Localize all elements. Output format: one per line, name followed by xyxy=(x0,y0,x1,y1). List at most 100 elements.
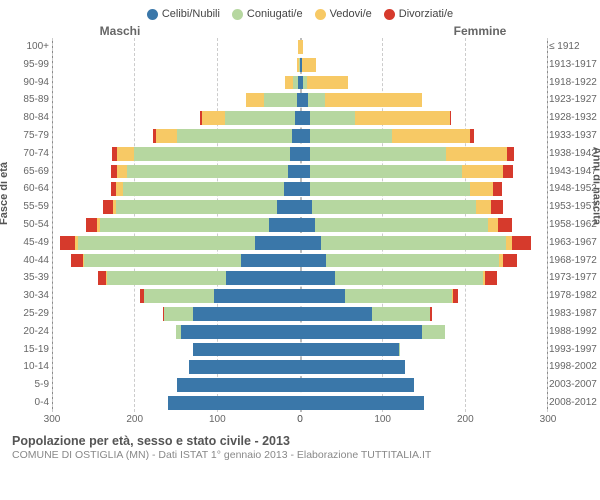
age-label: 55-59 xyxy=(5,198,49,216)
year-label: 1973-1977 xyxy=(549,269,599,287)
bar-segment xyxy=(60,236,75,250)
bar-segment xyxy=(225,111,295,125)
bar-segment xyxy=(422,325,445,339)
age-label: 15-19 xyxy=(5,341,49,359)
male-bar xyxy=(53,56,300,74)
bar-segment xyxy=(476,200,491,214)
bar-segment xyxy=(285,76,293,90)
male-bar xyxy=(53,198,300,216)
bar-segment xyxy=(345,289,452,303)
x-axis: 0100200300 0100200300 xyxy=(52,414,548,428)
bar-segment xyxy=(310,182,471,196)
female-bar xyxy=(300,269,547,287)
bar-segment xyxy=(300,129,310,143)
age-label: 25-29 xyxy=(5,305,49,323)
year-label: 1933-1937 xyxy=(549,127,599,145)
bar-segment xyxy=(284,182,300,196)
bar-segment xyxy=(264,93,297,107)
age-label: 5-9 xyxy=(5,376,49,394)
female-bar xyxy=(300,163,547,181)
age-label: 50-54 xyxy=(5,216,49,234)
bar-segment xyxy=(168,396,300,410)
bar-segment xyxy=(177,378,301,392)
bar-segment xyxy=(193,307,300,321)
bar-segment xyxy=(462,165,503,179)
bar-segment xyxy=(300,343,399,357)
pyramid-row: 15-191993-1997 xyxy=(53,341,547,359)
legend-item-vedovi: Vedovi/e xyxy=(315,8,372,20)
female-bar xyxy=(300,216,547,234)
bar-segment xyxy=(450,111,452,125)
female-bar xyxy=(300,127,547,145)
bar-segment xyxy=(71,254,83,268)
bar-segment xyxy=(300,289,345,303)
bar-segment xyxy=(98,271,106,285)
divorziati-swatch xyxy=(384,9,395,20)
legend-label: Vedovi/e xyxy=(330,8,372,20)
male-bar xyxy=(53,376,300,394)
bar-segment xyxy=(300,165,310,179)
bar-segment xyxy=(470,129,473,143)
male-bar xyxy=(53,252,300,270)
x-tick: 100 xyxy=(374,414,391,425)
year-label: ≤ 1912 xyxy=(549,38,599,56)
year-label: 1998-2002 xyxy=(549,358,599,376)
celibi-swatch xyxy=(147,9,158,20)
bar-segment xyxy=(156,129,177,143)
bar-segment xyxy=(292,129,300,143)
bar-segment xyxy=(144,289,214,303)
male-bar xyxy=(53,269,300,287)
pyramid-row: 50-541958-1962 xyxy=(53,216,547,234)
bar-segment xyxy=(491,200,503,214)
bar-segment xyxy=(127,165,288,179)
bar-segment xyxy=(507,147,514,161)
male-bar xyxy=(53,323,300,341)
bar-segment xyxy=(300,307,372,321)
bar-segment xyxy=(181,325,300,339)
female-bar xyxy=(300,234,547,252)
female-bar xyxy=(300,305,547,323)
pyramid-row: 20-241988-1992 xyxy=(53,323,547,341)
age-label: 90-94 xyxy=(5,74,49,92)
bar-segment xyxy=(288,165,300,179)
bar-segment xyxy=(300,200,312,214)
bar-segment xyxy=(485,271,497,285)
year-label: 2003-2007 xyxy=(549,376,599,394)
bar-segment xyxy=(302,58,317,72)
age-label: 95-99 xyxy=(5,56,49,74)
year-label: 1983-1987 xyxy=(549,305,599,323)
bar-segment xyxy=(315,218,488,232)
bar-segment xyxy=(503,254,516,268)
bar-segment xyxy=(446,147,508,161)
chart-rows: 100+≤ 191295-991913-191790-941918-192285… xyxy=(53,38,547,412)
bar-segment xyxy=(310,111,355,125)
bar-segment xyxy=(117,165,127,179)
bar-segment xyxy=(269,218,300,232)
bar-segment xyxy=(84,254,240,268)
chart-subtitle: COMUNE DI OSTIGLIA (MN) - Dati ISTAT 1° … xyxy=(12,449,588,461)
age-label: 0-4 xyxy=(5,394,49,412)
male-bar xyxy=(53,394,300,412)
pyramid-row: 0-42008-2012 xyxy=(53,394,547,412)
bar-segment xyxy=(116,182,123,196)
male-bar xyxy=(53,287,300,305)
grid-line xyxy=(547,38,548,412)
year-label: 1993-1997 xyxy=(549,341,599,359)
bar-segment xyxy=(193,343,300,357)
male-bar xyxy=(53,38,300,56)
age-label: 45-49 xyxy=(5,234,49,252)
pyramid-row: 85-891923-1927 xyxy=(53,91,547,109)
bar-segment xyxy=(321,236,506,250)
bar-segment xyxy=(300,378,414,392)
x-tick: 200 xyxy=(126,414,143,425)
pyramid-row: 5-92003-2007 xyxy=(53,376,547,394)
population-pyramid: 100+≤ 191295-991913-191790-941918-192285… xyxy=(52,38,548,412)
male-bar xyxy=(53,234,300,252)
bar-segment xyxy=(430,307,432,321)
male-bar xyxy=(53,163,300,181)
bar-segment xyxy=(392,129,470,143)
header-female: Femmine xyxy=(300,24,600,38)
year-label: 1923-1927 xyxy=(549,91,599,109)
age-label: 85-89 xyxy=(5,91,49,109)
age-label: 35-39 xyxy=(5,269,49,287)
